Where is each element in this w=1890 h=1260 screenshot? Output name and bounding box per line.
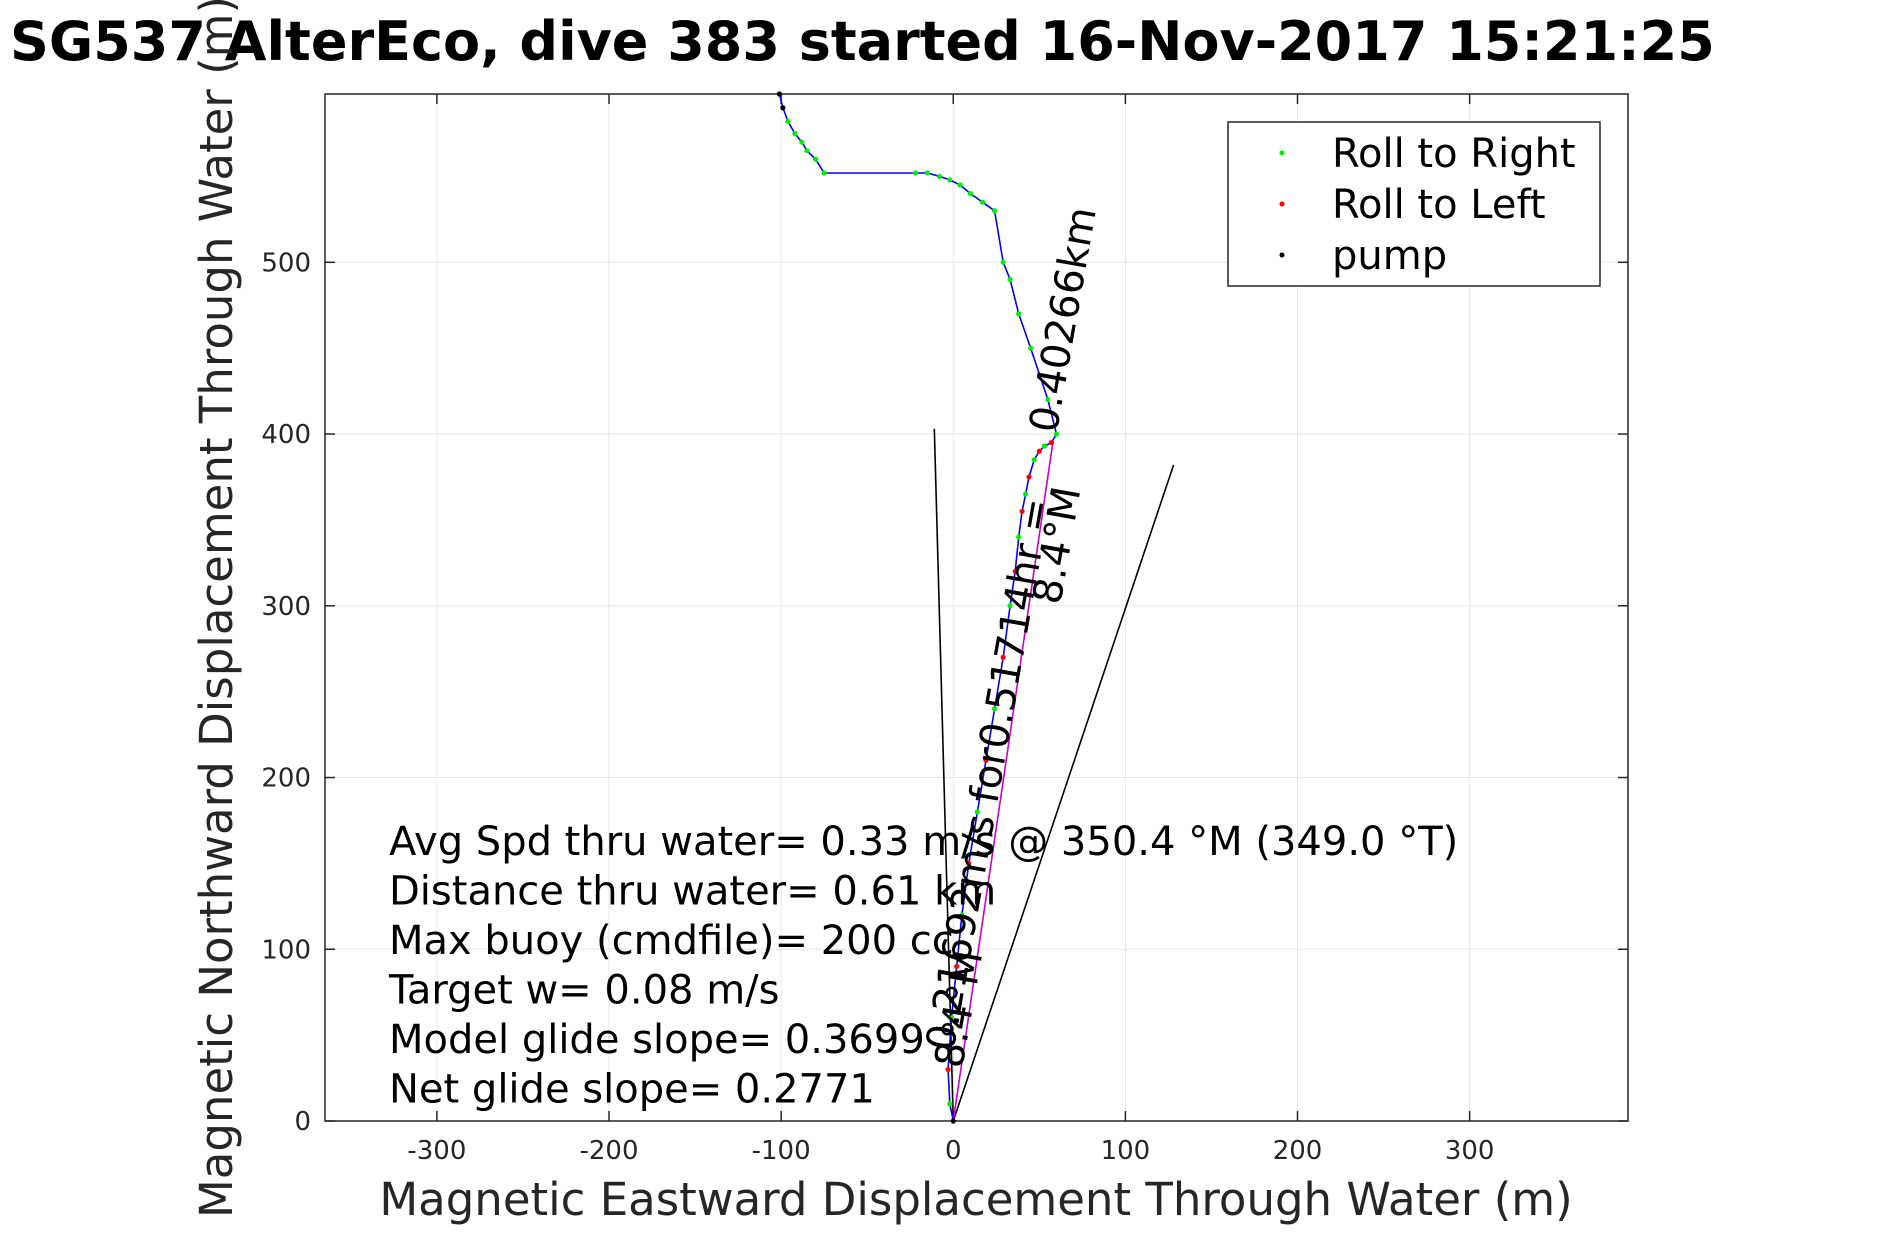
chart-title: SG537 AlterEco, dive 383 started 16-Nov-…: [10, 10, 1715, 73]
marker-roll-right: [1016, 534, 1022, 540]
heading-left-line: [933, 428, 955, 1122]
axis-ticks: -300 -200 -100 0 100 200 300 0 100 200 300 400 500: [261, 94, 1628, 1166]
y-tick-label: 200: [261, 764, 311, 794]
marker-roll-right: [1031, 457, 1037, 463]
marker-roll-right: [979, 199, 986, 205]
y-tick-label: 0: [294, 1107, 311, 1137]
marker-roll-right: [1016, 311, 1022, 317]
legend-box: [1227, 121, 1601, 287]
marker-roll-right: [967, 191, 974, 197]
heading-right-line: [952, 464, 1175, 1122]
plot-series: [776, 91, 1175, 1124]
y-tick-label: 300: [261, 592, 311, 622]
x-tick-label: -200: [580, 1136, 639, 1166]
marker-roll-right: [804, 148, 810, 154]
marker-roll-right: [792, 130, 798, 137]
x-tick-label: -300: [407, 1136, 466, 1166]
marker-roll-right: [812, 156, 819, 162]
y-axis-label: Magnetic Northward Displacement Through …: [190, 0, 243, 1218]
marker-roll-right: [1022, 491, 1029, 497]
y-tick-label: 400: [261, 420, 311, 450]
marker-roll-right: [948, 1015, 955, 1021]
marker-roll-right: [821, 170, 827, 176]
stat-line: Avg Spd thru water= 0.33 m/s @ 350.4 °M …: [389, 819, 1458, 865]
marker-roll-right: [974, 809, 980, 815]
marker-roll-right: [1053, 431, 1060, 437]
marker-roll-right: [1028, 345, 1034, 351]
marker-pump: [950, 1118, 956, 1124]
legend-marker-pump: [1279, 252, 1285, 258]
stat-line: Net glide slope= 0.2771: [389, 1067, 875, 1113]
marker-roll-right: [947, 177, 953, 183]
x-tick-label: 0: [945, 1136, 962, 1166]
marker-pump: [780, 105, 786, 111]
marker-roll-left: [1048, 440, 1054, 446]
marker-roll-right: [959, 912, 965, 918]
marker-roll-left: [1000, 654, 1006, 660]
marker-roll-right: [1045, 397, 1051, 403]
marker-roll-right: [785, 118, 791, 125]
drift-line: [952, 440, 1054, 1122]
legend-marker-roll-left: [1279, 201, 1285, 207]
marker-roll-right: [912, 170, 918, 176]
marker-roll-left: [954, 963, 960, 970]
marker-roll-right: [1007, 276, 1013, 283]
y-tick-label: 500: [261, 248, 311, 278]
x-tick-label: 300: [1445, 1136, 1495, 1166]
marker-roll-left: [945, 1066, 951, 1073]
marker-roll-left: [1019, 508, 1025, 514]
marker-roll-right: [1000, 259, 1006, 265]
plot-area-frame: [324, 93, 1629, 1122]
legend-label-pump: pump: [1332, 233, 1447, 279]
stat-line: Model glide slope= 0.3699 °: [389, 1017, 957, 1063]
legend: Roll to Right Roll to Left pump: [1227, 121, 1601, 287]
marker-roll-left: [1012, 568, 1018, 575]
stat-line: Max buoy (cmdfile)= 200 cc: [389, 918, 954, 964]
marker-roll-left: [1026, 474, 1032, 480]
marker-roll-right: [991, 208, 998, 214]
stat-line: Target w= 0.08 m/s: [388, 968, 779, 1014]
legend-label-roll-left: Roll to Left: [1332, 182, 1546, 228]
x-tick-label: 100: [1101, 1136, 1151, 1166]
marker-roll-right: [947, 1101, 953, 1107]
stat-line: Distance thru water= 0.61 km: [389, 869, 996, 915]
marker-pump: [776, 91, 783, 97]
x-axis-label: Magnetic Eastward Displacement Through W…: [379, 1173, 1572, 1226]
marker-roll-left: [983, 757, 989, 763]
marker-roll-right: [936, 173, 943, 180]
stats-text: Avg Spd thru water= 0.33 m/s @ 350.4 °M …: [388, 819, 1458, 1113]
legend-marker-roll-right: [1279, 150, 1285, 156]
legend-label-roll-right: Roll to Right: [1332, 131, 1576, 177]
marker-roll-left: [966, 860, 972, 866]
marker-roll-right: [924, 170, 931, 176]
marker-roll-left: [1036, 448, 1042, 454]
marker-roll-right: [957, 182, 963, 188]
x-tick-label: 200: [1273, 1136, 1323, 1166]
marker-roll-right: [1007, 603, 1013, 609]
marker-roll-right: [799, 139, 805, 145]
y-tick-label: 100: [261, 935, 311, 965]
marker-roll-right: [991, 706, 998, 712]
marker-roll-right: [1041, 443, 1048, 449]
x-tick-label: -100: [752, 1136, 811, 1166]
